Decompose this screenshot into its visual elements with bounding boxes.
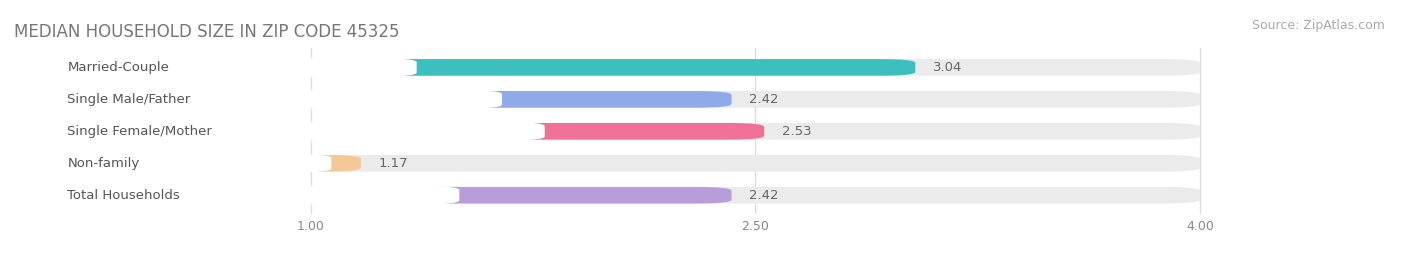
- Text: Married-Couple: Married-Couple: [67, 61, 169, 74]
- FancyBboxPatch shape: [14, 59, 1199, 76]
- FancyBboxPatch shape: [14, 123, 765, 140]
- FancyBboxPatch shape: [11, 186, 460, 204]
- Text: 2.53: 2.53: [782, 125, 811, 138]
- Text: Non-family: Non-family: [67, 157, 139, 170]
- FancyBboxPatch shape: [11, 154, 332, 173]
- FancyBboxPatch shape: [11, 122, 544, 141]
- FancyBboxPatch shape: [14, 123, 1199, 140]
- FancyBboxPatch shape: [11, 58, 416, 77]
- FancyBboxPatch shape: [14, 59, 915, 76]
- FancyBboxPatch shape: [14, 155, 1199, 172]
- Text: 2.42: 2.42: [749, 189, 779, 202]
- FancyBboxPatch shape: [14, 155, 361, 172]
- Text: 2.42: 2.42: [749, 93, 779, 106]
- FancyBboxPatch shape: [14, 187, 731, 203]
- FancyBboxPatch shape: [11, 90, 502, 109]
- Text: Total Households: Total Households: [67, 189, 180, 202]
- Text: 3.04: 3.04: [934, 61, 963, 74]
- FancyBboxPatch shape: [14, 91, 731, 108]
- FancyBboxPatch shape: [14, 91, 1199, 108]
- Text: Single Female/Mother: Single Female/Mother: [67, 125, 212, 138]
- FancyBboxPatch shape: [14, 187, 1199, 203]
- Text: Single Male/Father: Single Male/Father: [67, 93, 191, 106]
- Text: MEDIAN HOUSEHOLD SIZE IN ZIP CODE 45325: MEDIAN HOUSEHOLD SIZE IN ZIP CODE 45325: [14, 23, 399, 41]
- Text: 1.17: 1.17: [378, 157, 408, 170]
- Text: Source: ZipAtlas.com: Source: ZipAtlas.com: [1251, 19, 1385, 32]
